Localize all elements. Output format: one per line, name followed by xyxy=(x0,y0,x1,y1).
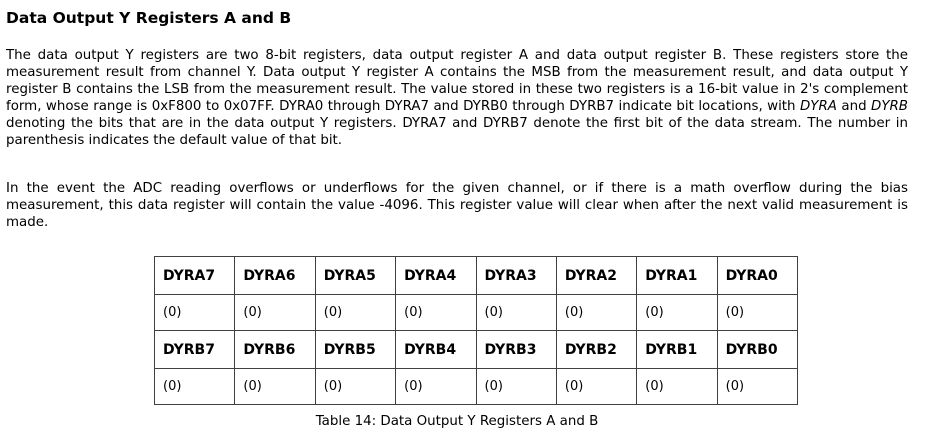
paragraph-1-text: and xyxy=(836,99,872,114)
register-bit-header: DYRB6 xyxy=(234,330,316,369)
register-default-value: (0) xyxy=(555,294,638,331)
register-bit-header: DYRB4 xyxy=(395,330,477,369)
register-default-value: (0) xyxy=(395,294,477,331)
register-bit-header: DYRB5 xyxy=(314,330,397,369)
paragraph-1-text: The data output Y registers are two 8-bi… xyxy=(6,48,908,114)
register-default-value: (0) xyxy=(636,368,718,405)
paragraph-2: In the event the ADC reading overflows o… xyxy=(6,181,908,230)
section-heading: Data Output Y Registers A and B xyxy=(6,9,292,27)
register-default-value: (0) xyxy=(555,368,638,405)
register-default-value: (0) xyxy=(234,368,316,405)
register-default-value: (0) xyxy=(636,294,718,331)
register-default-value: (0) xyxy=(475,294,557,331)
register-default-value: (0) xyxy=(475,368,557,405)
register-bit-header: DYRB2 xyxy=(555,330,638,369)
register-bit-header: DYRA2 xyxy=(555,256,638,295)
table-row-dyrb-bits: DYRB7 DYRB6 DYRB5 DYRB4 DYRB3 DYRB2 DYRB… xyxy=(153,330,799,369)
register-table: DYRA7 DYRA6 DYRA5 DYRA4 DYRA3 DYRA2 DYRA… xyxy=(153,256,799,405)
table-row-dyrb-defaults: (0) (0) (0) (0) (0) (0) (0) (0) xyxy=(153,368,799,405)
register-default-value: (0) xyxy=(716,368,799,405)
table-row-dyra-bits: DYRA7 DYRA6 DYRA5 DYRA4 DYRA3 DYRA2 DYRA… xyxy=(153,256,799,295)
register-bit-header: DYRA0 xyxy=(716,256,799,295)
register-bit-header: DYRA7 xyxy=(153,256,236,295)
register-default-value: (0) xyxy=(314,368,397,405)
register-bit-header: DYRB0 xyxy=(716,330,799,369)
register-default-value: (0) xyxy=(395,368,477,405)
register-bit-header: DYRB1 xyxy=(636,330,718,369)
table-row-dyra-defaults: (0) (0) (0) (0) (0) (0) (0) (0) xyxy=(153,294,799,331)
register-default-value: (0) xyxy=(153,294,236,331)
term-dyrb-italic: DYRB xyxy=(871,99,908,114)
register-bit-header: DYRA5 xyxy=(314,256,397,295)
register-default-value: (0) xyxy=(314,294,397,331)
register-default-value: (0) xyxy=(234,294,316,331)
paragraph-1: The data output Y registers are two 8-bi… xyxy=(6,47,908,149)
register-bit-header: DYRA3 xyxy=(475,256,557,295)
table-caption: Table 14: Data Output Y Registers A and … xyxy=(315,414,599,429)
term-dyra-italic: DYRA xyxy=(799,99,837,114)
register-default-value: (0) xyxy=(153,368,236,405)
register-bit-header: DYRA1 xyxy=(636,256,718,295)
register-bit-header: DYRB3 xyxy=(475,330,557,369)
register-bit-header: DYRB7 xyxy=(153,330,236,369)
register-bit-header: DYRA4 xyxy=(395,256,477,295)
register-default-value: (0) xyxy=(716,294,799,331)
paragraph-1-text: denoting the bits that are in the data o… xyxy=(6,116,908,148)
register-bit-header: DYRA6 xyxy=(234,256,316,295)
